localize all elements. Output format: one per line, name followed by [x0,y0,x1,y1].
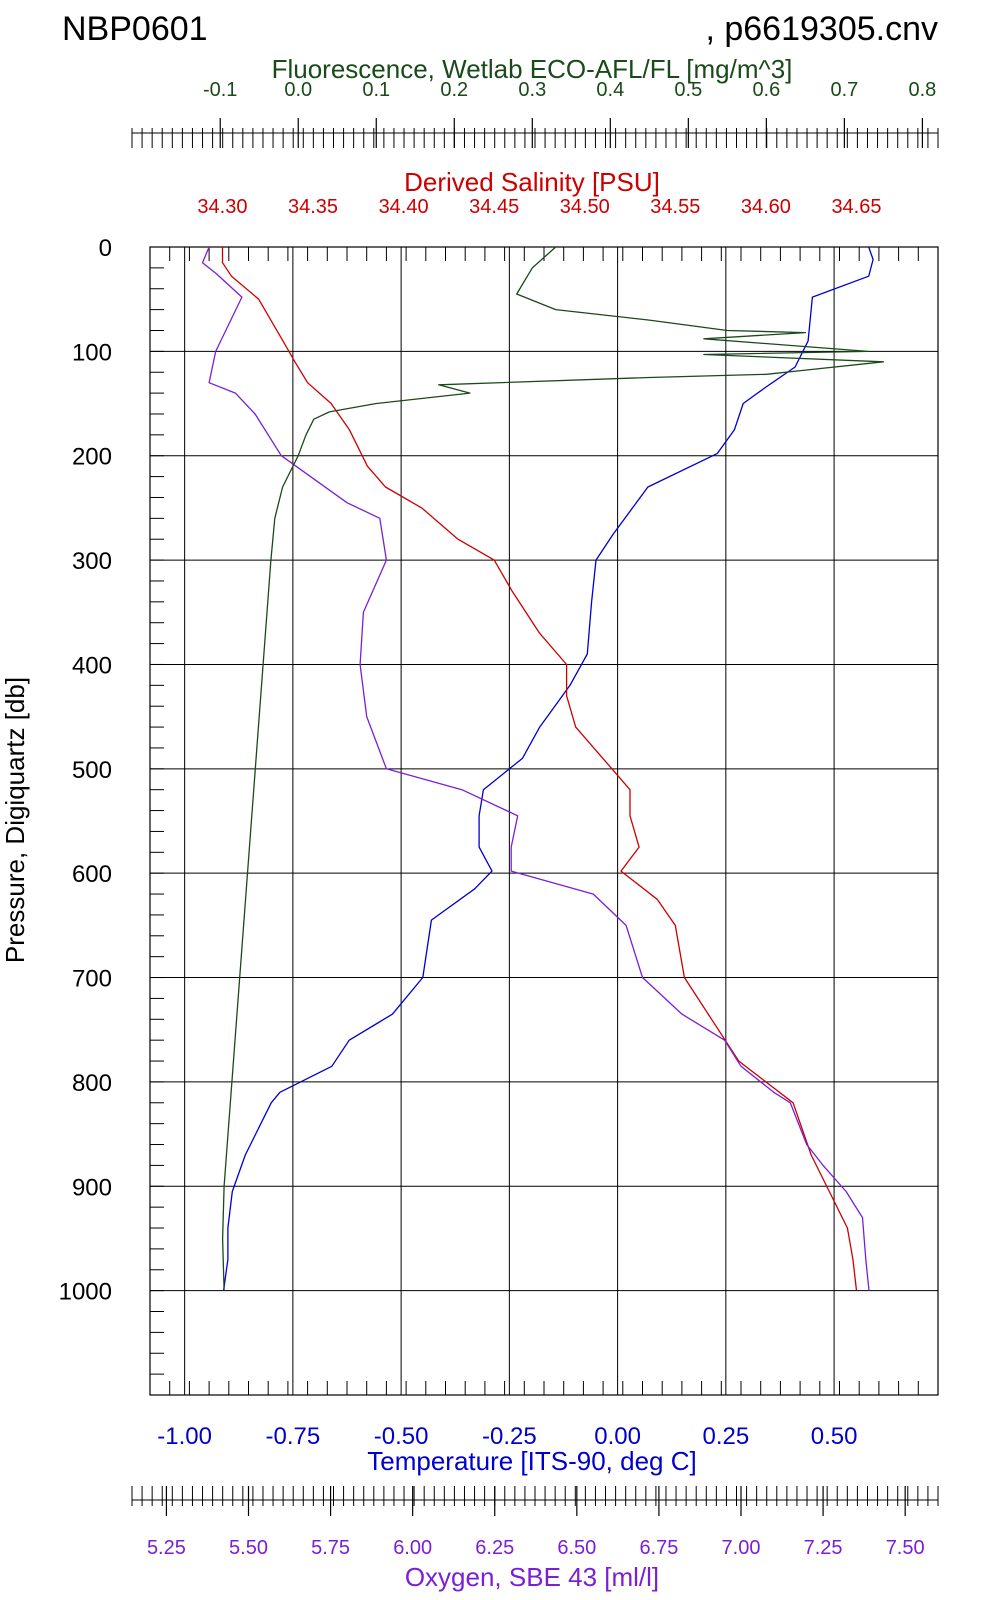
fluorescence-tick-label-5: 0.4 [596,79,624,101]
salinity-tick-label-6: 34.60 [741,196,791,218]
fluorescence-tick-label-7: 0.6 [752,79,780,101]
oxygen-tick-label-8: 7.25 [804,1537,843,1559]
temperature-tick-label-4: 0.00 [594,1423,641,1450]
oxygen-tick-label-4: 6.25 [475,1537,514,1559]
pressure-tick-label-3: 300 [72,548,112,575]
fluorescence-tick-label-9: 0.8 [908,79,936,101]
fluorescence-tick-labels: -0.1 0.0 0.1 0.2 0.3 0.4 0.5 0.6 0.7 0.8 [203,79,936,101]
temperature-profile-line [222,246,874,1291]
title-left: NBP0601 [62,10,208,48]
temperature-tick-label-1: -0.75 [266,1423,321,1450]
pressure-axis: 0 100 200 300 400 500 600 700 800 900 1000 [59,235,112,1306]
salinity-tick-labels: 34.30 34.35 34.40 34.45 34.50 34.55 34.60 34.65 [197,196,881,218]
temperature-tick-label-0: -1.00 [157,1423,212,1450]
salinity-tick-label-2: 34.40 [379,196,429,218]
pressure-axis-title: Pressure, Digiquartz [db] [0,677,30,963]
fluorescence-tick-label-2: 0.1 [362,79,390,101]
salinity-tick-label-4: 34.50 [560,196,610,218]
oxygen-tick-label-1: 5.50 [229,1537,268,1559]
salinity-tick-label-5: 34.55 [650,196,700,218]
profile-series [201,246,885,1291]
plot-grid [149,246,939,1396]
oxygen-tick-labels: 5.25 5.50 5.75 6.00 6.25 6.50 6.75 7.00 7.25 7.50 [147,1537,925,1559]
plot-frame [149,246,939,1396]
oxygen-tick-label-9: 7.50 [886,1537,925,1559]
temperature-tick-label-3: -0.25 [482,1423,537,1450]
oxygen-tick-label-0: 5.25 [147,1537,186,1559]
fluorescence-axis [131,118,939,148]
salinity-axis-title: Derived Salinity [PSU] [404,167,660,197]
pressure-tick-label-1: 100 [72,339,112,366]
pressure-tick-label-10: 1000 [59,1279,112,1306]
pressure-tick-label-0: 0 [99,235,112,262]
oxygen-profile-line [201,246,870,1291]
salinity-tick-label-7: 34.65 [831,196,881,218]
fluorescence-tick-label-3: 0.2 [440,79,468,101]
pressure-tick-label-2: 200 [72,444,112,471]
oxygen-tick-label-5: 6.50 [557,1537,596,1559]
oxygen-tick-label-7: 7.00 [722,1537,761,1559]
temperature-axis-title: Temperature [ITS-90, deg C] [367,1446,696,1476]
oxygen-tick-label-3: 6.00 [393,1537,432,1559]
oxygen-axis-title: Oxygen, SBE 43 [ml/l] [405,1562,659,1592]
oxygen-tick-label-6: 6.75 [639,1537,678,1559]
salinity-profile-line [221,247,858,1291]
oxygen-tick-label-2: 5.75 [311,1537,350,1559]
temperature-tick-label-6: 0.50 [811,1423,858,1450]
pressure-tick-label-7: 700 [72,966,112,993]
oxygen-axis [131,1486,939,1516]
pressure-tick-label-6: 600 [72,861,112,888]
temperature-tick-label-5: 0.25 [702,1423,749,1450]
temperature-tick-label-2: -0.50 [374,1423,429,1450]
salinity-tick-label-0: 34.30 [197,196,247,218]
pressure-tick-label-4: 400 [72,652,112,679]
fluorescence-tick-label-6: 0.5 [674,79,702,101]
fluorescence-tick-label-8: 0.7 [830,79,858,101]
fluorescence-tick-label-0: -0.1 [203,79,237,101]
pressure-tick-label-9: 900 [72,1174,112,1201]
salinity-tick-label-3: 34.45 [469,196,519,218]
title-right: , p6619305.cnv [705,10,938,48]
salinity-tick-label-1: 34.35 [288,196,338,218]
fluorescence-profile-line [221,246,885,1291]
fluorescence-tick-label-4: 0.3 [518,79,546,101]
pressure-tick-label-8: 800 [72,1070,112,1097]
fluorescence-tick-label-1: 0.0 [284,79,312,101]
pressure-tick-label-5: 500 [72,757,112,784]
temperature-tick-labels: -1.00 -0.75 -0.50 -0.25 0.00 0.25 0.50 [157,1423,857,1450]
fluorescence-axis-title: Fluorescence, Wetlab ECO-AFL/FL [mg/m^3] [272,54,793,84]
